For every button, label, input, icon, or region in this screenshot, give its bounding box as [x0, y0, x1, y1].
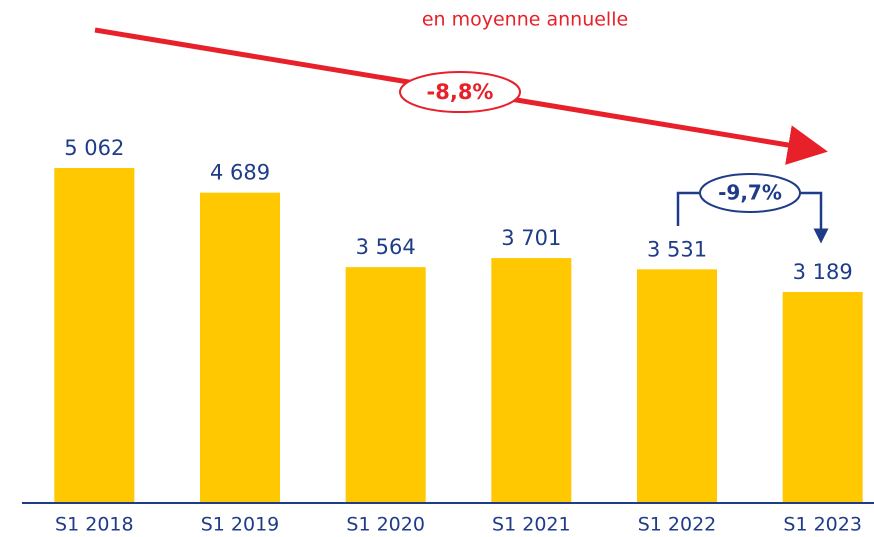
- x-tick-label: S1 2022: [638, 514, 717, 536]
- annotation: -8,8%: [427, 80, 494, 104]
- value-label: 5 062: [64, 136, 124, 160]
- bar: [491, 258, 572, 503]
- value-label: 3 531: [647, 237, 707, 261]
- bar: [637, 269, 717, 503]
- badge: [399, 71, 521, 113]
- bar: [345, 267, 426, 503]
- value-label: 3 189: [793, 260, 853, 284]
- x-tick-label: S1 2020: [346, 514, 425, 536]
- value-label: 4 689: [210, 161, 270, 185]
- annotation: -9,7%: [718, 181, 782, 205]
- value-label: 3 701: [501, 226, 561, 250]
- bar: [782, 291, 863, 503]
- x-tick-label: S1 2023: [783, 514, 862, 536]
- x-tick-label: S1 2018: [55, 514, 134, 536]
- x-tick-label: S1 2019: [201, 514, 280, 536]
- bar: [54, 168, 135, 503]
- annotation: en moyenne annuelle: [422, 9, 628, 31]
- badge: [699, 173, 801, 213]
- x-tick-label: S1 2021: [492, 514, 571, 536]
- value-label: 3 564: [356, 235, 416, 259]
- bar: [200, 192, 280, 503]
